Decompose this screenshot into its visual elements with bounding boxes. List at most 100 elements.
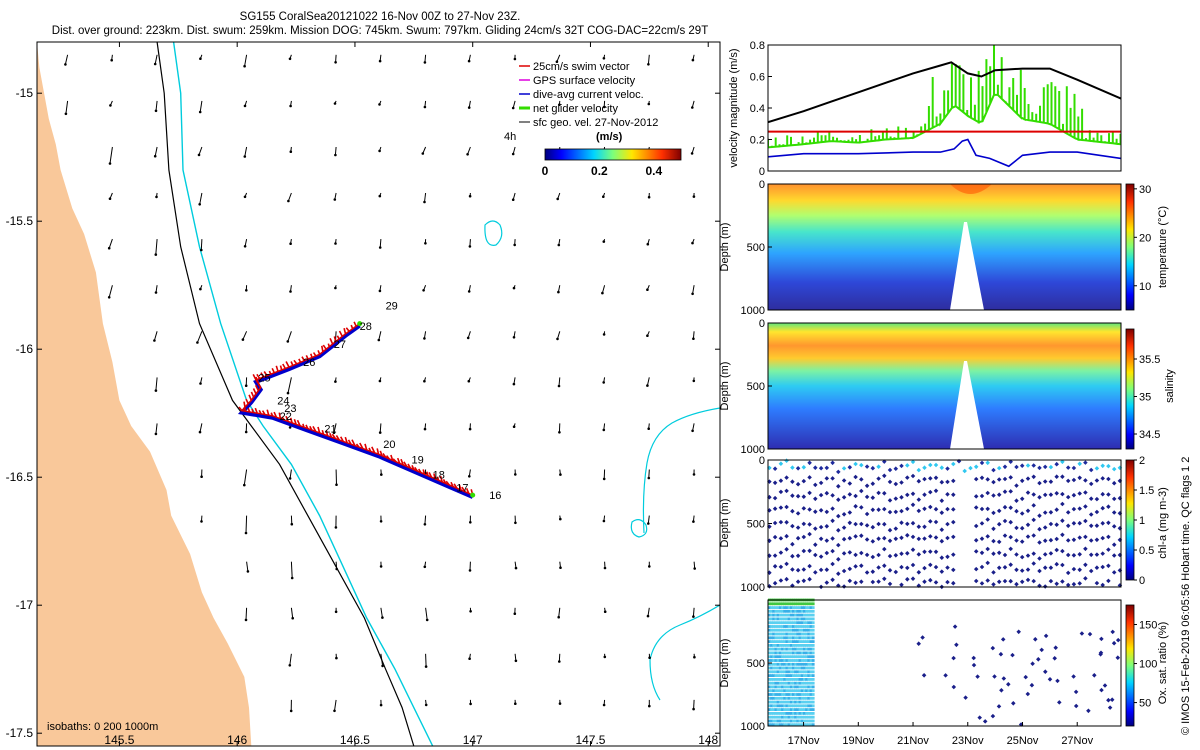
geo-velocity-arrowhead	[379, 520, 383, 523]
chl-sample	[1060, 501, 1065, 507]
chl-sample	[836, 497, 841, 502]
swim-vector	[250, 391, 255, 398]
geo-velocity-arrow	[557, 331, 561, 340]
chl-sample	[968, 465, 973, 471]
chl-sample	[1008, 519, 1013, 525]
oxy-sample	[774, 693, 778, 696]
chl-sample	[882, 546, 887, 552]
oxy-sample	[792, 681, 795, 685]
chl-sample	[824, 538, 830, 543]
oxy-sample	[796, 719, 800, 723]
oxy-sample	[803, 696, 806, 700]
chl-sample	[1031, 474, 1036, 480]
oxy-sample	[787, 723, 791, 727]
oxy-sample	[809, 696, 813, 700]
geo-velocity-arrowhead	[602, 57, 606, 60]
chl-sample	[933, 488, 939, 494]
oxy-sample	[770, 632, 773, 636]
oxy-sample	[785, 602, 789, 606]
chl-sample	[1106, 492, 1111, 497]
chl-sample	[945, 554, 950, 560]
oxy-sample	[785, 636, 789, 640]
map-y-axis: -15-15.5-16-16.5-17-17.5	[6, 86, 720, 740]
oxy-sample	[787, 621, 791, 625]
chl-sample	[801, 567, 807, 572]
oxy-sample	[805, 606, 808, 609]
y-tick-label: 500	[747, 658, 765, 670]
oxy-sample	[792, 700, 795, 704]
oxy-sample	[778, 662, 782, 666]
chl-sample	[928, 462, 933, 468]
oxy-sample	[792, 723, 795, 727]
chl-sample	[1054, 581, 1059, 587]
oxy-sample	[807, 689, 811, 693]
cbar-tick-label: 20	[1139, 232, 1151, 244]
y-tick-label: 0.4	[750, 103, 765, 115]
oxy-sample	[789, 715, 793, 719]
geo-velocity-arrowhead	[468, 657, 471, 660]
oxy-sample	[805, 602, 808, 606]
chl-sample	[1111, 553, 1117, 558]
chl-sample	[1048, 510, 1054, 515]
oxy-sample	[772, 678, 776, 681]
oxy-sample	[781, 636, 784, 640]
swim-vector	[371, 446, 376, 454]
chl-sample	[979, 550, 985, 556]
chl-sample	[784, 488, 789, 494]
track-day-label: 19	[411, 454, 423, 466]
oxy-sample	[809, 659, 813, 662]
chl-sample	[1100, 535, 1105, 541]
y-tick-label: 0.2	[750, 135, 765, 147]
swim-vector	[260, 372, 265, 378]
geo-velocity-arrowhead	[692, 473, 696, 476]
geo-velocity-arrowhead	[514, 521, 517, 525]
oxy-sample	[807, 662, 811, 666]
chl-sample	[864, 483, 870, 489]
oxy-sample	[811, 609, 815, 613]
oxy-sample	[800, 681, 804, 685]
oxy-sample	[783, 678, 787, 681]
oxy-sample	[800, 712, 804, 715]
chl-sample	[847, 465, 853, 470]
oxy-sample	[807, 723, 811, 727]
chl-sample	[910, 491, 916, 497]
oxy-sample	[809, 685, 813, 689]
chl-sample	[1071, 492, 1077, 498]
oxy-sample	[792, 613, 795, 617]
oxy-sample	[800, 689, 804, 693]
track-day-label: 18	[433, 470, 445, 482]
oxy-sample	[798, 685, 802, 689]
cbar-tick-label: 0	[1139, 575, 1145, 587]
oxy-sample	[783, 636, 787, 640]
oxy-sample	[800, 628, 804, 632]
geo-velocity-arrowhead	[243, 245, 247, 248]
oxy-sample	[772, 606, 776, 609]
swim-vector	[329, 337, 334, 345]
chl-sample	[801, 478, 807, 484]
chl-sample	[922, 549, 927, 555]
swim-vector	[338, 330, 344, 337]
oxy-sample	[787, 636, 791, 640]
oxy-sample	[781, 659, 784, 662]
oxy-sample	[781, 681, 784, 685]
geo-velocity-arrowhead	[423, 523, 427, 526]
chl-sample	[870, 554, 876, 560]
oxy-sample	[807, 644, 811, 647]
chl-sample	[945, 579, 950, 585]
chl-sample	[1088, 568, 1094, 574]
geo-velocity-arrow	[154, 146, 158, 157]
chl-sample	[836, 557, 841, 562]
track-day-label: 25	[258, 372, 270, 384]
oxy-sample	[800, 674, 804, 677]
cbar-tick-label: 0.5	[1139, 545, 1154, 557]
oxy-sample	[770, 678, 773, 681]
chl-sample	[870, 579, 876, 585]
legend-net-velocity: net glider velocity	[533, 103, 618, 115]
chl-sample	[813, 465, 818, 470]
chl-sample	[772, 480, 778, 486]
oxy-sample	[807, 704, 811, 708]
oxy-sample	[785, 617, 789, 621]
oxy-sample	[785, 696, 789, 700]
